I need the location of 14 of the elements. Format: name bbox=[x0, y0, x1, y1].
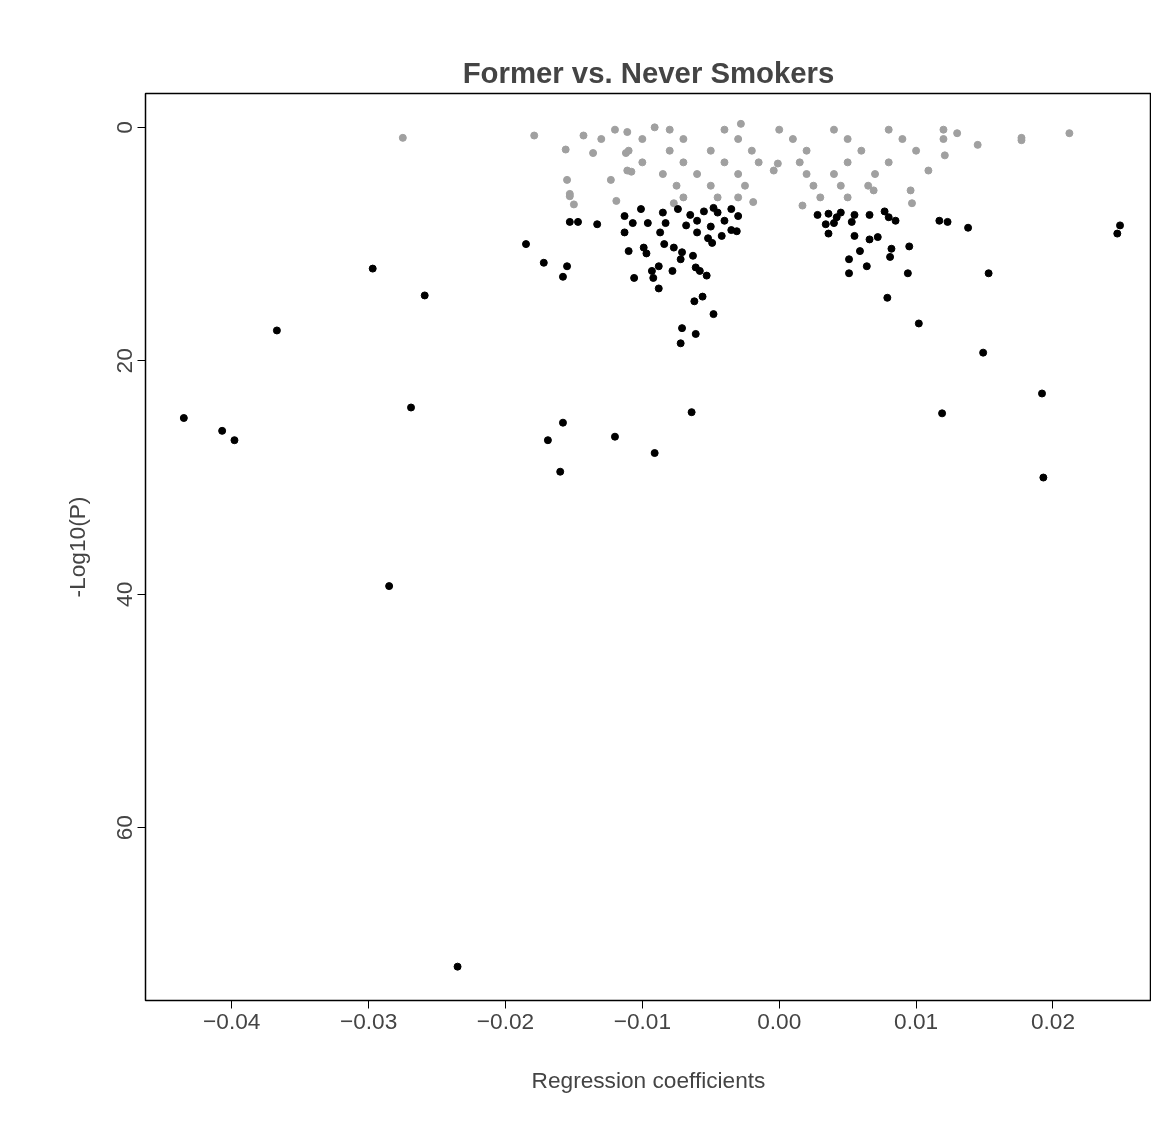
x-tick-label: −0.01 bbox=[613, 1007, 672, 1034]
y-tick-label: 60 bbox=[111, 815, 138, 841]
x-tick-label: 0.02 bbox=[1030, 1007, 1076, 1034]
x-tick-label: −0.03 bbox=[339, 1007, 398, 1034]
x-tick-label: −0.02 bbox=[476, 1007, 535, 1034]
x-tick-label: 0.01 bbox=[894, 1007, 939, 1034]
y-tick-label: 40 bbox=[111, 581, 138, 607]
y-axis-title: -Log10(P) bbox=[63, 496, 90, 598]
x-tick-label: −0.04 bbox=[203, 1007, 261, 1034]
y-tick-label: 20 bbox=[111, 348, 138, 374]
y-tick-label: 0 bbox=[111, 121, 138, 134]
chart-title: Former vs. Never Smokers bbox=[462, 55, 835, 89]
x-tick-label: 0.00 bbox=[757, 1007, 802, 1034]
x-axis-title: Regression coefficients bbox=[531, 1066, 766, 1093]
